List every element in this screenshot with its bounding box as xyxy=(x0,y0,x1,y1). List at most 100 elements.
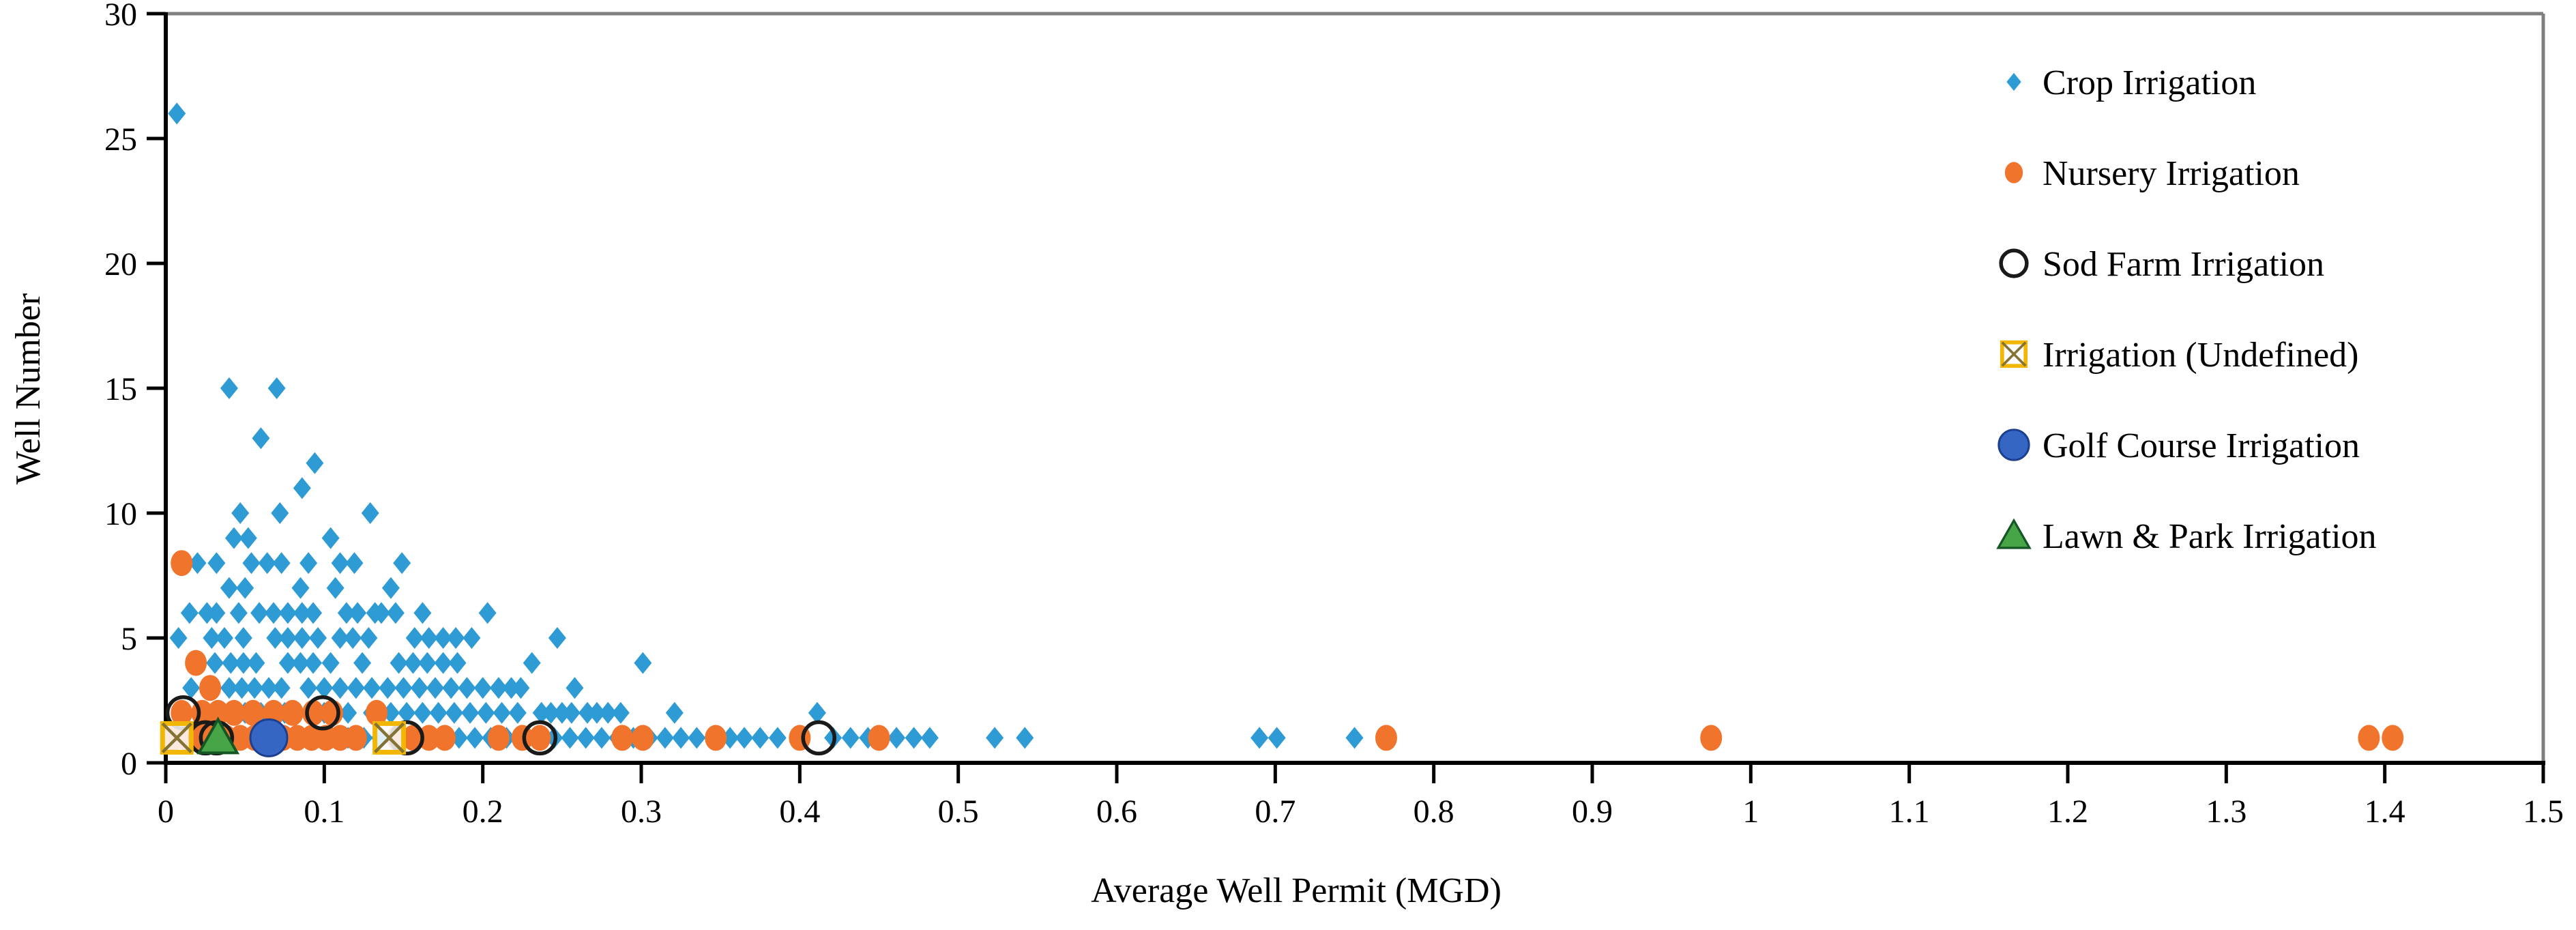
point-crop-irrigation xyxy=(466,727,484,749)
point-crop-irrigation xyxy=(207,552,226,575)
legend-item-sod-farm-irrigation: Sod Farm Irrigation xyxy=(1999,245,2324,284)
point-crop-irrigation xyxy=(390,652,408,674)
point-crop-irrigation xyxy=(656,727,674,749)
point-crop-irrigation xyxy=(398,701,416,724)
point-crop-irrigation xyxy=(180,602,199,624)
point-crop-irrigation xyxy=(344,627,362,649)
point-crop-irrigation xyxy=(309,627,327,649)
x-tick-label: 0.6 xyxy=(1096,794,1137,830)
x-tick-label: 0.4 xyxy=(779,794,820,830)
point-nursery-irrigation xyxy=(171,550,193,577)
point-crop-irrigation xyxy=(188,552,207,575)
point-crop-irrigation xyxy=(203,627,221,649)
legend: Crop Irrigation Nursery Irrigation Sod Far… xyxy=(1996,63,2377,556)
point-crop-irrigation xyxy=(206,652,224,674)
point-crop-irrigation xyxy=(260,677,278,699)
y-tick-label: 20 xyxy=(104,246,137,282)
point-crop-irrigation xyxy=(363,677,381,699)
point-crop-irrigation xyxy=(266,627,284,649)
point-crop-irrigation xyxy=(236,577,254,599)
point-crop-irrigation xyxy=(445,701,463,724)
point-crop-irrigation xyxy=(278,652,297,674)
point-crop-irrigation xyxy=(347,677,365,699)
point-crop-irrigation xyxy=(404,652,422,674)
point-crop-irrigation xyxy=(493,701,511,724)
point-crop-irrigation xyxy=(592,727,611,749)
point-crop-irrigation xyxy=(264,602,282,624)
legend-marker-irrigation-undefined xyxy=(2001,341,2027,367)
point-crop-irrigation xyxy=(523,652,541,674)
point-nursery-irrigation xyxy=(171,699,193,726)
x-tick-label: 1.1 xyxy=(1889,794,1930,830)
point-crop-irrigation xyxy=(207,602,226,624)
point-nursery-irrigation xyxy=(185,650,207,676)
point-crop-irrigation xyxy=(420,627,438,649)
point-crop-irrigation xyxy=(321,527,340,549)
point-crop-irrigation xyxy=(429,701,448,724)
point-nursery-irrigation xyxy=(199,675,222,701)
point-crop-irrigation xyxy=(473,677,492,699)
y-tick-label: 30 xyxy=(104,0,137,33)
legend-marker-lawn-park-irrigation xyxy=(1996,518,2032,549)
point-crop-irrigation xyxy=(360,627,378,649)
point-nursery-irrigation xyxy=(2382,725,2404,751)
point-sod-farm-irrigation xyxy=(305,695,340,731)
point-crop-irrigation xyxy=(418,652,437,674)
point-crop-irrigation xyxy=(304,652,323,674)
legend-label-crop-irrigation: Crop Irrigation xyxy=(2043,63,2256,102)
point-crop-irrigation xyxy=(426,677,444,699)
point-crop-irrigation xyxy=(361,502,379,524)
point-crop-irrigation xyxy=(532,701,551,724)
x-tick-label: 0.7 xyxy=(1255,794,1296,830)
point-crop-irrigation xyxy=(905,727,923,749)
point-crop-irrigation xyxy=(224,527,243,549)
point-crop-irrigation xyxy=(234,652,252,674)
point-lawn-park-irrigation xyxy=(196,716,240,755)
legend-item-lawn-park-irrigation: Lawn & Park Irrigation xyxy=(1996,517,2377,556)
point-crop-irrigation xyxy=(239,527,257,549)
point-sod-farm-irrigation xyxy=(801,720,836,756)
point-crop-irrigation xyxy=(576,727,595,749)
point-crop-irrigation xyxy=(252,427,270,450)
x-tick-label: 1.3 xyxy=(2206,794,2246,830)
x-tick-label: 0.8 xyxy=(1414,794,1454,830)
axis-ticks: 0 0.1 0.2 0.3 0.4 0.5 0.6 0.7 0.8 0.9 1 1.1 1.2 1.3 1.… xyxy=(104,0,2564,830)
point-crop-irrigation xyxy=(291,652,310,674)
point-crop-irrigation xyxy=(579,701,597,724)
point-crop-irrigation xyxy=(272,552,291,575)
point-crop-irrigation xyxy=(548,627,566,649)
legend-marker-nursery-irrigation xyxy=(2004,162,2023,184)
x-tick-label: 1.2 xyxy=(2047,794,2088,830)
point-nursery-irrigation xyxy=(241,699,264,726)
point-crop-irrigation xyxy=(278,627,297,649)
series-lawn-park-irrigation xyxy=(196,716,240,755)
point-crop-irrigation xyxy=(339,701,357,724)
legend-label-golf-course-irrigation: Golf Course Irrigation xyxy=(2043,426,2360,465)
point-crop-irrigation xyxy=(502,677,521,699)
point-crop-irrigation xyxy=(587,701,606,724)
point-nursery-irrigation xyxy=(222,699,245,726)
point-crop-irrigation xyxy=(447,627,465,649)
point-nursery-irrigation xyxy=(366,699,388,726)
point-crop-irrigation xyxy=(1268,727,1286,749)
point-nursery-irrigation xyxy=(418,725,440,751)
point-crop-irrigation xyxy=(561,727,579,749)
point-crop-irrigation xyxy=(272,677,291,699)
point-nursery-irrigation xyxy=(207,699,229,726)
point-crop-irrigation xyxy=(434,627,452,649)
point-crop-irrigation xyxy=(306,452,324,474)
point-crop-irrigation xyxy=(258,552,276,575)
point-crop-irrigation xyxy=(331,677,349,699)
point-crop-irrigation xyxy=(410,677,428,699)
point-crop-irrigation xyxy=(634,652,652,674)
point-crop-irrigation xyxy=(808,701,826,724)
y-tick-label: 15 xyxy=(104,371,137,407)
y-tick-label: 25 xyxy=(104,121,137,158)
point-crop-irrigation xyxy=(461,701,480,724)
data-points xyxy=(160,102,2404,757)
x-tick-label: 1.5 xyxy=(2523,794,2564,830)
point-crop-irrigation xyxy=(345,552,364,575)
legend-item-crop-irrigation: Crop Irrigation xyxy=(2006,63,2256,102)
point-nursery-irrigation xyxy=(281,699,304,726)
